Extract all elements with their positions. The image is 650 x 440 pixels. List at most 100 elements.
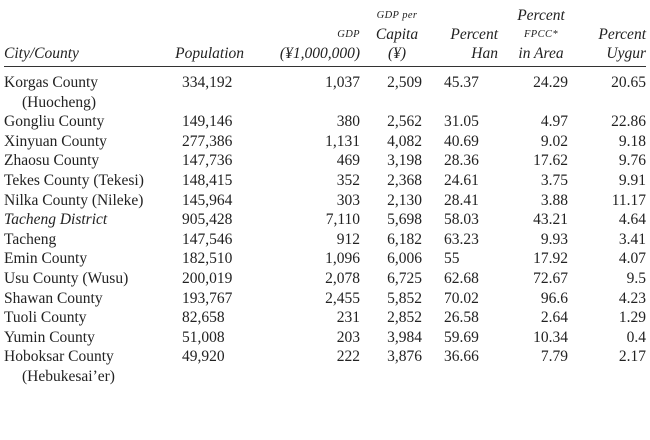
city-county-alt-name: (Hebukesai’er) [22, 367, 115, 385]
percent-fpcc-cell: 4.97 [540, 113, 568, 131]
gdp-cell: 912 [336, 230, 360, 248]
table-row: Nilka County (Nileke) 145,964 303 2,130 28.4… [4, 191, 646, 211]
city-county-name: Yumin County [4, 328, 95, 346]
percent-han-cell: 26.58 [444, 309, 479, 327]
city-county-name: Tacheng [4, 230, 57, 248]
gdp-cell: 303 [336, 191, 360, 209]
city-county-name: Tekes County (Tekesi) [4, 171, 144, 189]
percent-han-cell: 63.23 [444, 230, 479, 248]
gdp-cell: 2,078 [325, 269, 360, 287]
city-county-name: Usu County (Wusu) [4, 269, 129, 287]
header-uyg-line1: Percent [598, 26, 646, 43]
header-gpc-line1: GDP per [376, 10, 418, 21]
population-cell: 148,415 [182, 171, 233, 189]
table-header: City/County Population GDP (¥1,000,000) … [4, 6, 646, 67]
percent-uygur-cell: 9.76 [618, 152, 646, 170]
table-row: Yumin County 51,008 203 3,984 59.69 10.34 0.4 [4, 328, 646, 348]
city-county-cell: Tuoli County [4, 308, 172, 328]
city-county-cell: Usu County (Wusu) [4, 269, 172, 289]
header-gdp-line2: (¥1,000,000) [279, 45, 360, 62]
percent-han-cell: 28.36 [444, 152, 479, 170]
gdp-per-capita-cell: 3,876 [387, 348, 422, 366]
gdp-cell: 352 [336, 171, 360, 189]
population-cell: 147,736 [182, 152, 233, 170]
population-cell: 334,192 [182, 74, 233, 91]
table-row: Gongliu County 149,146 380 2,562 31.05 4.97 22… [4, 112, 646, 132]
population-cell: 51,008 [182, 328, 225, 346]
gdp-per-capita-cell: 2,368 [387, 171, 422, 189]
gdp-per-capita-cell: 3,984 [387, 328, 422, 346]
percent-han-cell: 70.02 [444, 289, 479, 307]
city-county-cell: Korgas County (Huocheng) [4, 67, 172, 113]
table-row: Tacheng 147,546 912 6,182 63.23 9.93 3.41 [4, 230, 646, 250]
header-population-label: Population [175, 45, 244, 62]
gdp-cell: 231 [336, 309, 360, 327]
gdp-per-capita-cell: 2,562 [387, 113, 422, 131]
percent-fpcc-cell: 2.64 [540, 309, 568, 327]
table-row: Hoboksar County (Hebukesai’er) 49,920 222 3,… [4, 347, 646, 386]
header-fpcc-line2: FPCC* [523, 29, 559, 40]
gdp-per-capita-cell: 6,182 [387, 230, 422, 248]
city-county-name: Emin County [4, 250, 88, 268]
percent-han-cell: 59.69 [444, 328, 479, 346]
percent-fpcc-cell: 96.6 [540, 289, 568, 307]
percent-han-cell: 58.03 [444, 211, 479, 229]
population-cell: 145,964 [182, 191, 233, 209]
header-gpc-line2: Capita [375, 26, 419, 43]
percent-uygur-cell: 1.29 [618, 309, 646, 327]
percent-uygur-cell: 9.18 [618, 132, 646, 150]
percent-han-cell: 45.37 [444, 74, 479, 91]
percent-fpcc-cell: 17.62 [533, 152, 568, 170]
table-row: Zhaosu County 147,736 469 3,198 28.36 17.62 9.… [4, 151, 646, 171]
population-cell: 147,546 [182, 230, 233, 248]
gdp-per-capita-cell: 5,698 [387, 211, 422, 229]
percent-han-cell: 40.69 [444, 132, 479, 150]
gdp-per-capita-cell: 2,509 [387, 74, 422, 91]
table-row: Xinyuan County 277,386 1,131 4,082 40.69 9.02… [4, 132, 646, 152]
table-row: Usu County (Wusu) 200,019 2,078 6,725 62.68 7… [4, 269, 646, 289]
gdp-per-capita-cell: 2,852 [387, 309, 422, 327]
city-county-name: Korgas County [4, 74, 99, 91]
gdp-cell: 1,096 [325, 250, 360, 268]
population-cell: 49,920 [182, 348, 225, 366]
gdp-cell: 380 [336, 113, 360, 131]
city-county-name: Xinyuan County [4, 132, 107, 150]
percent-uygur-cell: 22.86 [611, 113, 646, 131]
population-cell: 277,386 [182, 132, 233, 150]
city-county-cell: Zhaosu County [4, 151, 172, 171]
city-county-cell: Tekes County (Tekesi) [4, 171, 172, 191]
city-county-cell: Gongliu County [4, 112, 172, 132]
header-gdp-per-capita: GDP per Capita (¥) [364, 6, 430, 67]
table-body: Korgas County (Huocheng) 334,192 1,037 2,509… [4, 67, 646, 387]
city-county-cell: Tacheng [4, 230, 172, 250]
table-row: Tekes County (Tekesi) 148,415 352 2,368 24.6… [4, 171, 646, 191]
header-gdp-line1: GDP [337, 29, 360, 40]
table-row: Korgas County (Huocheng) 334,192 1,037 2,509… [4, 67, 646, 113]
gdp-cell: 2,455 [325, 289, 360, 307]
percent-fpcc-cell: 3.88 [540, 191, 568, 209]
gdp-cell: 1,037 [325, 74, 360, 91]
percent-fpcc-cell: 24.29 [533, 74, 568, 91]
percent-fpcc-cell: 9.02 [540, 132, 568, 150]
data-table: City/County Population GDP (¥1,000,000) … [4, 6, 646, 387]
header-han-line2: Han [471, 45, 498, 62]
percent-han-cell: 28.41 [444, 191, 479, 209]
population-cell: 182,510 [182, 250, 233, 268]
header-percent-uygur: Percent Uygur [576, 6, 646, 67]
city-county-cell: Xinyuan County [4, 132, 172, 152]
table-row: Emin County 182,510 1,096 6,006 55 17.92 4.07 [4, 249, 646, 269]
table-row: Shawan County 193,767 2,455 5,852 70.02 96.6 4… [4, 289, 646, 309]
city-county-name: Shawan County [4, 289, 103, 307]
header-population: Population [172, 6, 250, 67]
header-city-county: City/County [4, 6, 172, 67]
gdp-per-capita-cell: 2,130 [387, 191, 422, 209]
percent-fpcc-cell: 7.79 [540, 348, 568, 366]
header-uyg-line2: Uygur [606, 45, 646, 62]
city-county-name: Nilka County (Nileke) [4, 191, 144, 209]
gdp-per-capita-cell: 6,006 [387, 250, 422, 268]
gdp-cell: 469 [336, 152, 360, 170]
population-cell: 905,428 [182, 211, 233, 229]
table-row: Tuoli County 82,658 231 2,852 26.58 2.64 1.29 [4, 308, 646, 328]
city-county-name: Tacheng District [4, 211, 108, 229]
